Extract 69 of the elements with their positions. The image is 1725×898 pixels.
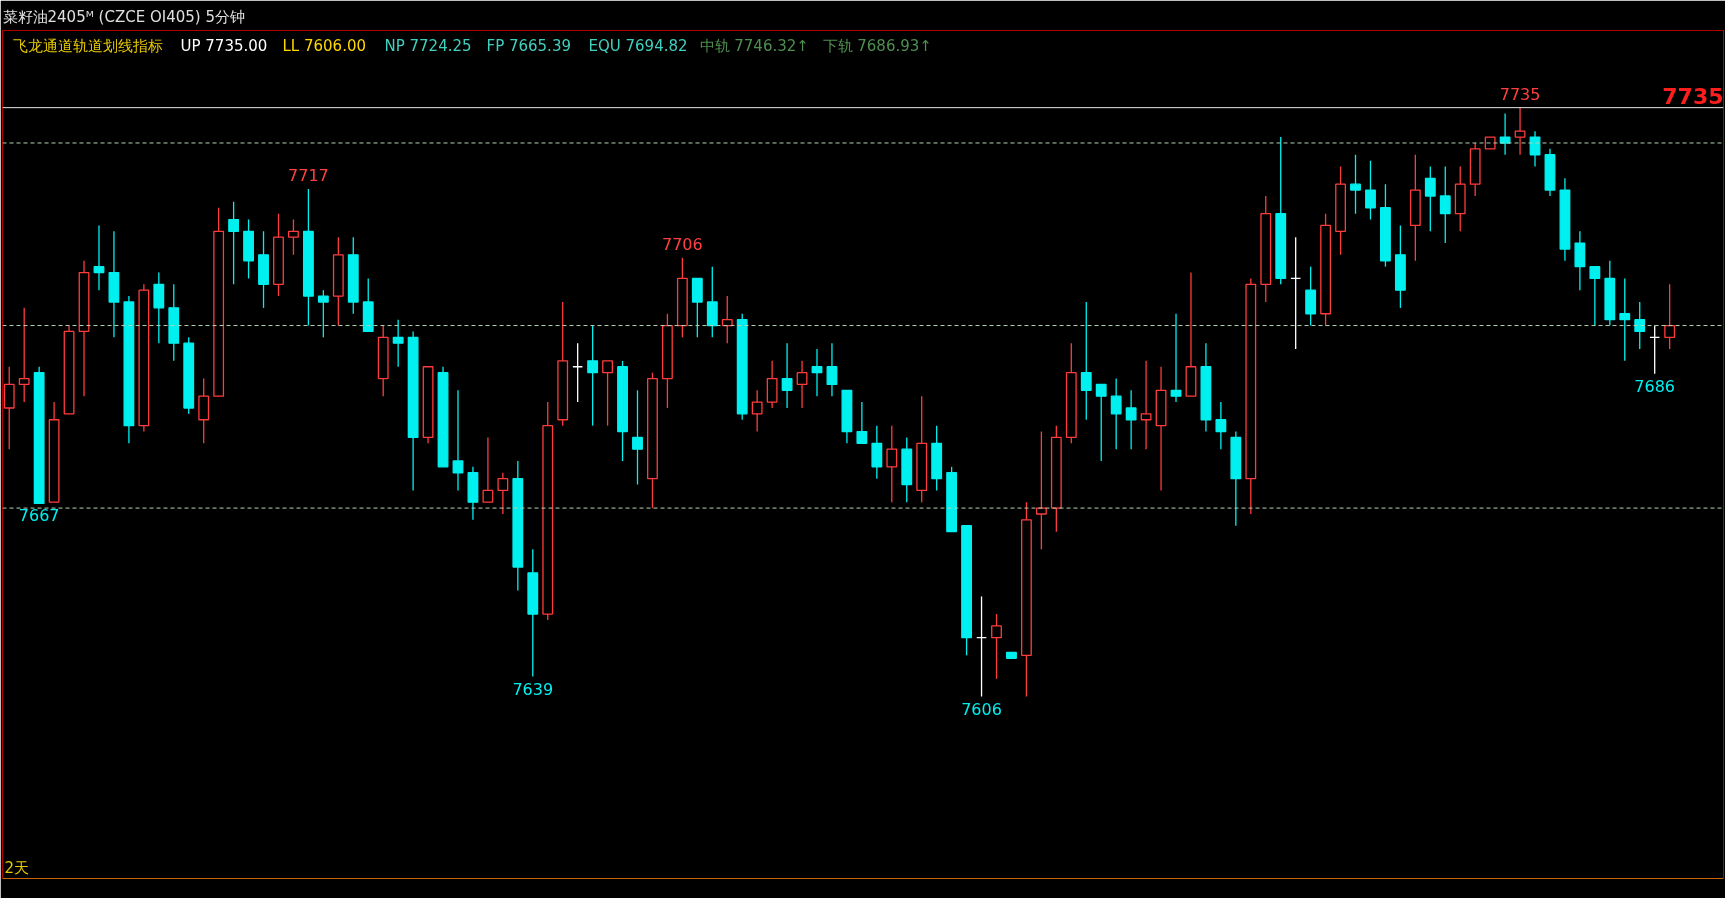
annotation: 7717 xyxy=(288,165,329,185)
candlestick xyxy=(602,360,614,427)
candlestick xyxy=(1350,154,1361,215)
candlestick xyxy=(1125,389,1137,450)
candlestick xyxy=(93,224,105,291)
text: EQU 7694.82 xyxy=(588,36,688,55)
candlestick xyxy=(721,295,733,344)
candlestick xyxy=(781,342,793,409)
candlestick xyxy=(766,360,778,409)
text: 下轨 7686.93↑ xyxy=(822,36,932,55)
candlestick xyxy=(856,401,868,444)
candlestick xyxy=(497,472,509,515)
candlestick xyxy=(1589,265,1601,327)
candlestick xyxy=(991,613,1002,680)
annotation: 7667 xyxy=(18,506,60,526)
candlestick xyxy=(1305,265,1317,327)
candlestick xyxy=(1215,401,1227,450)
candlestick xyxy=(198,377,210,444)
candlestick xyxy=(1365,159,1376,221)
candlestick xyxy=(706,265,718,338)
candlestick xyxy=(392,318,404,368)
candlestick xyxy=(1140,360,1152,450)
candlestick xyxy=(1634,301,1646,350)
text: LL 7606.00 xyxy=(282,36,367,55)
candlestick xyxy=(871,424,883,480)
candlestick xyxy=(18,307,30,403)
chart-subtitle: 飞龙通道轨道划线指标 xyxy=(12,36,163,55)
text: UP 7735.00 xyxy=(180,36,268,55)
text: 2天 xyxy=(4,858,30,877)
candlestick xyxy=(153,271,165,344)
candlestick xyxy=(1439,165,1451,244)
candlestick xyxy=(632,389,643,486)
candlestick xyxy=(1110,377,1122,450)
annotation: 7735 xyxy=(1499,84,1541,104)
candlestick xyxy=(587,324,599,427)
candlestick xyxy=(1080,301,1092,421)
candlestick xyxy=(1649,324,1661,375)
candlestick xyxy=(796,360,808,409)
candlestick xyxy=(691,277,703,338)
text: FP 7665.39 xyxy=(486,36,571,55)
candlestick xyxy=(826,342,838,397)
candlestick xyxy=(482,436,494,503)
annotation: 7706 xyxy=(662,234,703,254)
candlestick xyxy=(1170,313,1182,403)
candlestick xyxy=(976,595,987,698)
candlestick xyxy=(1664,283,1676,350)
candlestick xyxy=(1424,165,1436,232)
candlestick xyxy=(572,342,584,403)
candlestick xyxy=(452,389,464,492)
candlestick xyxy=(886,424,898,503)
candlestick xyxy=(1035,430,1047,550)
text: 中轨 7746.32↑ xyxy=(699,36,809,55)
candlestick xyxy=(288,218,299,256)
text: NP 7724.25 xyxy=(384,36,472,55)
chart-title: 菜籽油2405ᴹ (CZCE OI405) 5分钟 xyxy=(2,7,245,26)
candlestick xyxy=(1095,383,1107,462)
annotation: 7686 xyxy=(1634,376,1676,396)
candlestick xyxy=(811,348,823,397)
candlestick xyxy=(1619,277,1631,362)
candlestick xyxy=(317,289,329,338)
candlestick xyxy=(1574,230,1586,291)
candlestick xyxy=(1290,236,1302,350)
annotation: 7735 xyxy=(1662,83,1724,109)
candlestick xyxy=(751,389,763,433)
annotation: 7639 xyxy=(512,679,554,699)
candlestick xyxy=(1514,106,1526,156)
candlestick xyxy=(1499,112,1511,156)
candlestick xyxy=(228,201,240,285)
annotation: 7606 xyxy=(961,699,1002,719)
